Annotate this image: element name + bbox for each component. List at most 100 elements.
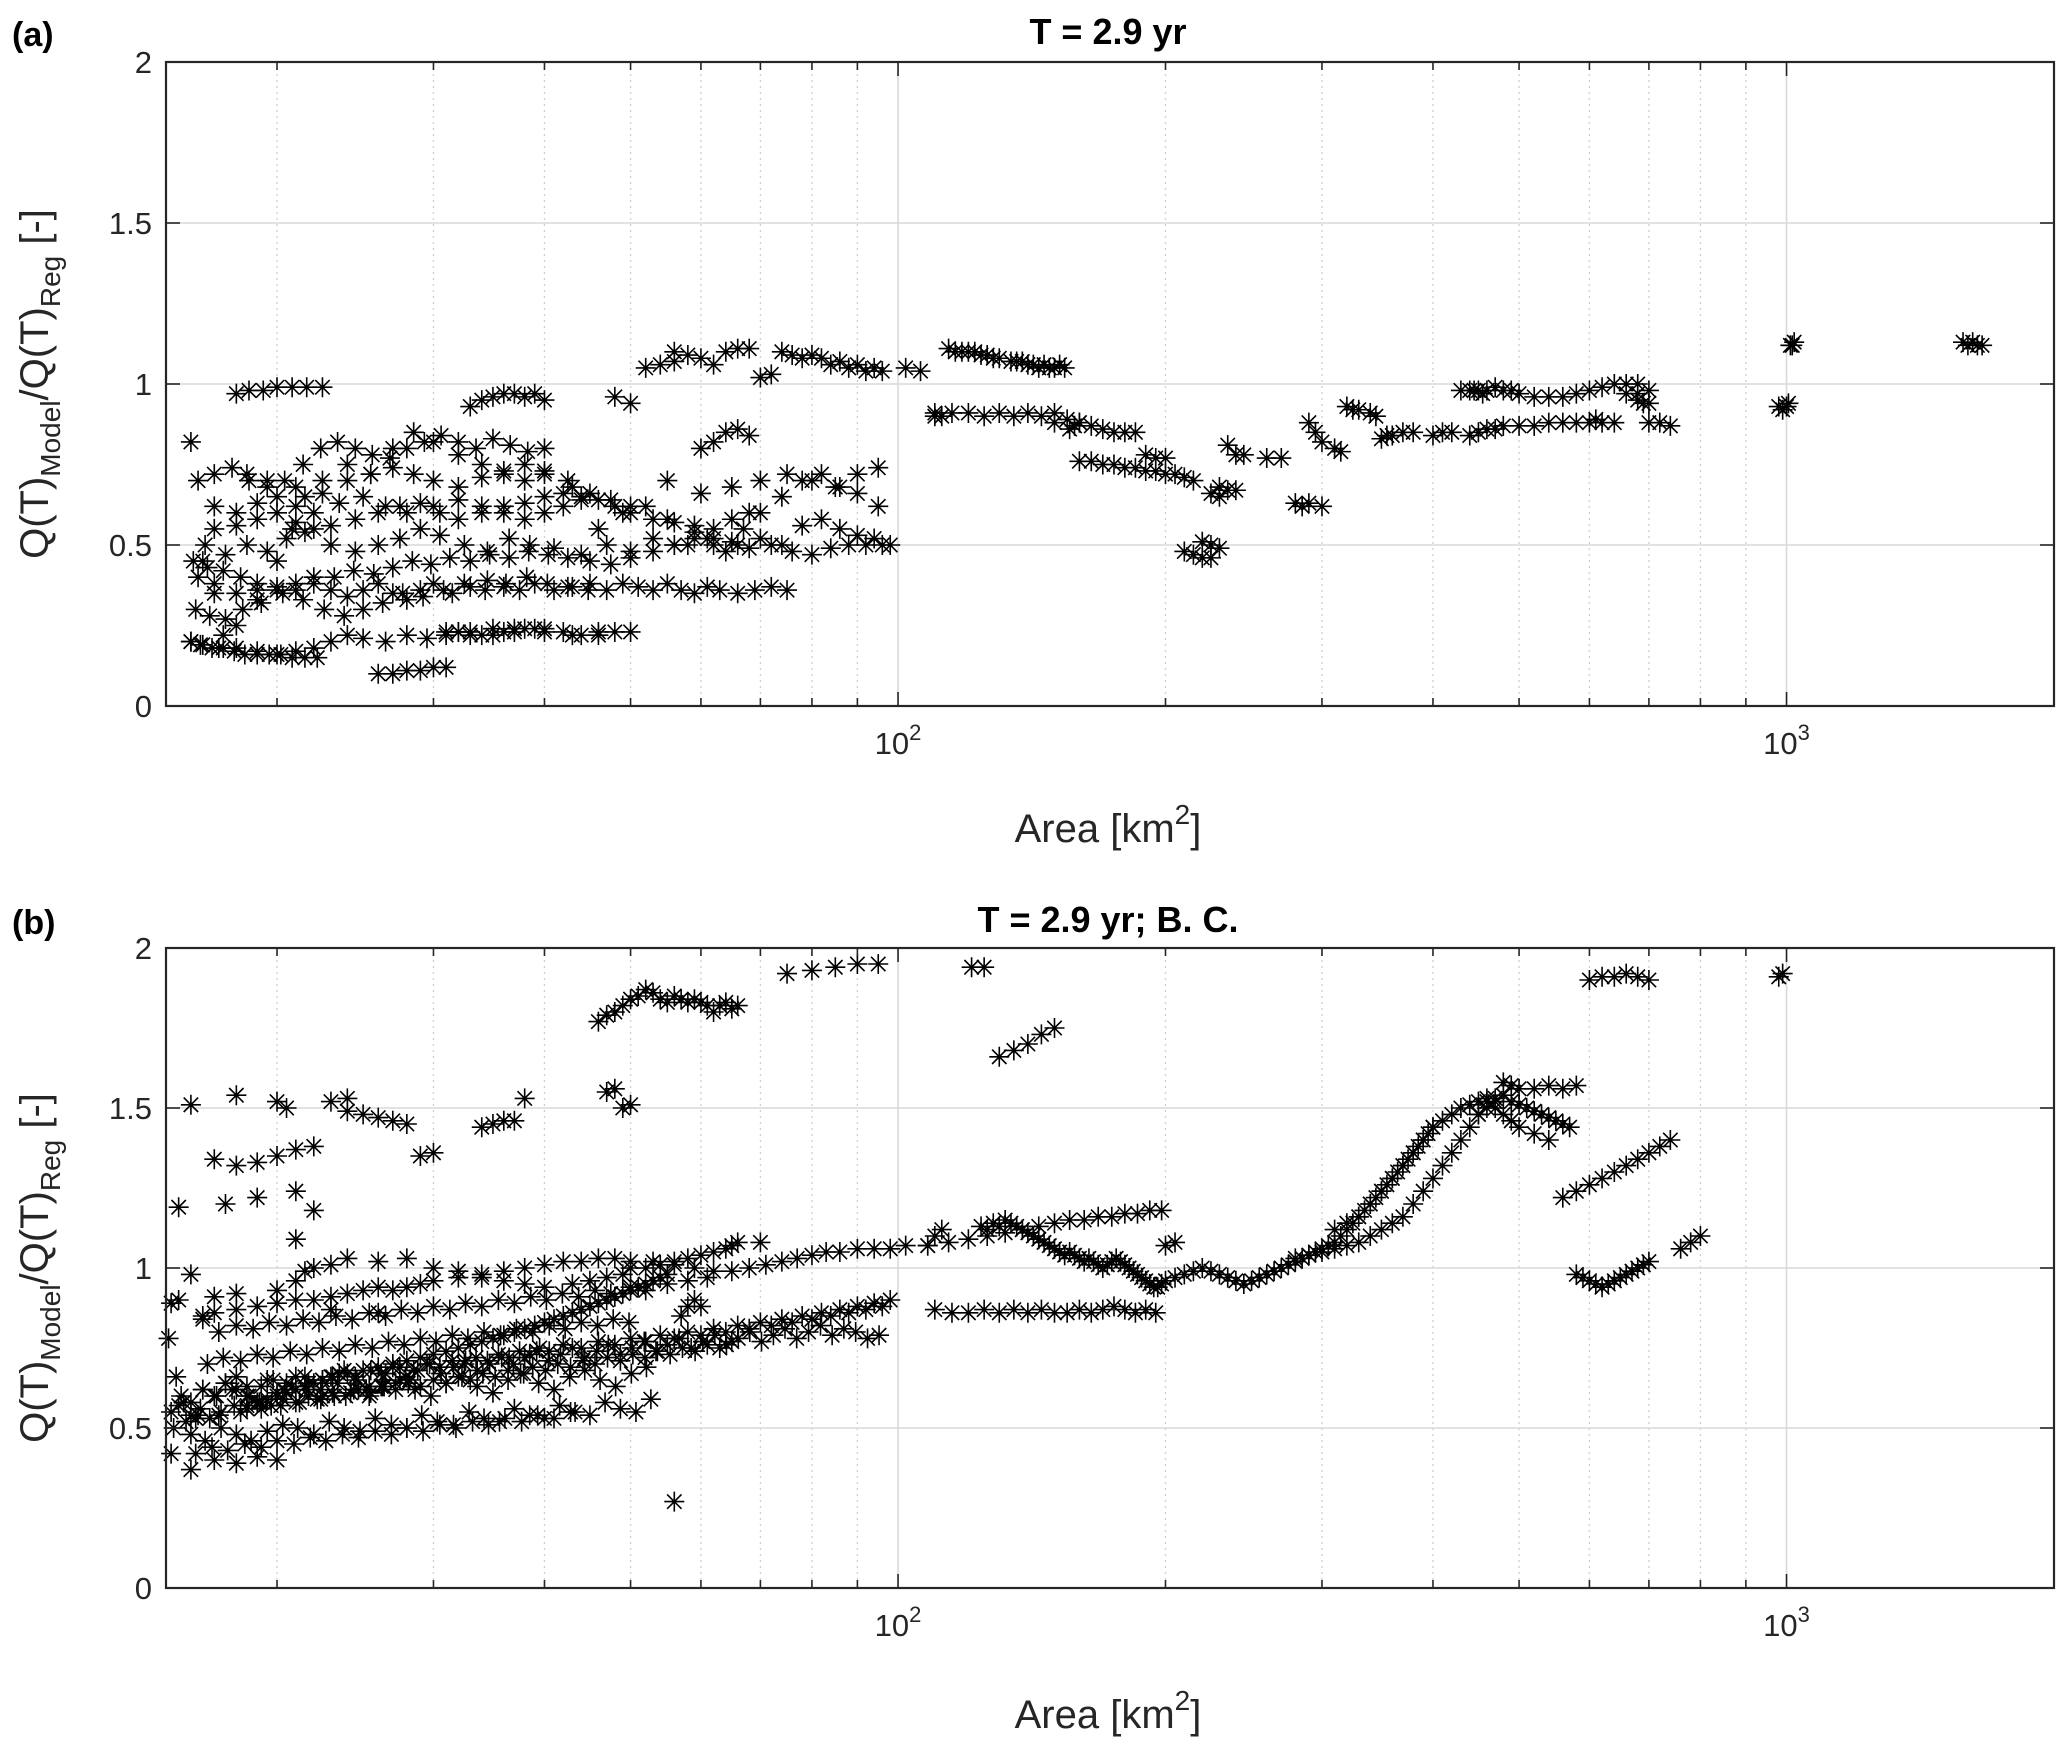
data-point bbox=[482, 1382, 503, 1403]
data-point bbox=[750, 470, 771, 491]
data-point bbox=[206, 1386, 227, 1406]
data-point bbox=[1155, 448, 1176, 469]
data-point bbox=[348, 1427, 369, 1448]
data-point bbox=[329, 493, 350, 514]
data-point bbox=[727, 995, 748, 1016]
data-point bbox=[247, 573, 268, 594]
data-point bbox=[285, 496, 306, 517]
data-point bbox=[559, 1366, 580, 1387]
data-point bbox=[188, 470, 209, 491]
data-point bbox=[535, 1360, 556, 1381]
data-point bbox=[1012, 1219, 1033, 1240]
data-point bbox=[371, 1376, 392, 1397]
data-point bbox=[1097, 1254, 1118, 1275]
data-point bbox=[1422, 1168, 1443, 1189]
data-point bbox=[504, 1110, 525, 1131]
grid-a bbox=[166, 62, 2054, 706]
data-point bbox=[1566, 1181, 1587, 1202]
data-point bbox=[442, 1325, 463, 1346]
panel-label-b: (b) bbox=[12, 904, 55, 942]
data-point bbox=[635, 979, 656, 1000]
data-point bbox=[579, 483, 600, 504]
data-point bbox=[471, 625, 492, 646]
data-point bbox=[257, 1370, 278, 1390]
data-point bbox=[520, 1286, 541, 1307]
data-point bbox=[294, 1376, 315, 1397]
data-point bbox=[820, 354, 841, 375]
data-point bbox=[571, 544, 592, 565]
data-point bbox=[423, 1142, 444, 1163]
data-point bbox=[315, 1430, 336, 1451]
data-point bbox=[1403, 1142, 1424, 1163]
data-point bbox=[1524, 415, 1545, 436]
data-point bbox=[660, 1344, 681, 1365]
data-point bbox=[1200, 1261, 1221, 1282]
data-point bbox=[257, 541, 278, 562]
data-point bbox=[1432, 1155, 1453, 1176]
data-point bbox=[553, 621, 574, 642]
data-point bbox=[320, 1299, 341, 1320]
data-point bbox=[368, 663, 389, 684]
data-point bbox=[337, 1363, 358, 1384]
data-point bbox=[692, 1331, 713, 1352]
data-point bbox=[657, 573, 678, 594]
data-point bbox=[1592, 966, 1613, 987]
data-point bbox=[727, 338, 748, 359]
data-point bbox=[345, 438, 366, 459]
data-point bbox=[455, 1350, 476, 1371]
data-point bbox=[1081, 415, 1102, 436]
data-point bbox=[493, 1325, 514, 1346]
data-point bbox=[460, 1334, 481, 1355]
data-point bbox=[259, 1312, 280, 1333]
data-point bbox=[1493, 1104, 1514, 1125]
data-point bbox=[1566, 1264, 1587, 1285]
data-point bbox=[514, 1318, 535, 1339]
data-point bbox=[529, 1338, 550, 1358]
data-point bbox=[664, 512, 685, 533]
data-point bbox=[474, 1322, 495, 1342]
data-point bbox=[168, 1290, 189, 1310]
data-point bbox=[650, 1325, 671, 1346]
data-point bbox=[345, 509, 366, 530]
data-point bbox=[671, 1306, 692, 1326]
data-point bbox=[320, 515, 341, 536]
data-point bbox=[635, 1258, 656, 1278]
data-point bbox=[1324, 438, 1345, 459]
data-point bbox=[1311, 496, 1332, 517]
data-point bbox=[751, 1331, 772, 1352]
data-point bbox=[792, 1306, 813, 1326]
data-point bbox=[1398, 1149, 1419, 1170]
data-point bbox=[1552, 386, 1573, 407]
data-point bbox=[161, 1443, 182, 1464]
data-point bbox=[1017, 402, 1038, 423]
data-point bbox=[857, 1328, 878, 1349]
data-point bbox=[1348, 399, 1369, 420]
data-point bbox=[423, 1370, 444, 1390]
data-point bbox=[522, 1357, 543, 1378]
data-point bbox=[792, 515, 813, 536]
data-point bbox=[477, 1350, 498, 1371]
data-point bbox=[1200, 535, 1221, 555]
data-point bbox=[410, 580, 431, 601]
data-point bbox=[324, 567, 345, 588]
data-point bbox=[226, 1453, 247, 1474]
data-point bbox=[280, 1341, 301, 1362]
data-point bbox=[343, 560, 364, 581]
data-point bbox=[475, 580, 496, 601]
data-point bbox=[534, 1277, 555, 1298]
data-point bbox=[485, 1366, 506, 1387]
data-point bbox=[612, 1098, 633, 1118]
data-point bbox=[868, 954, 889, 974]
data-point bbox=[365, 1408, 386, 1429]
data-point bbox=[1627, 390, 1648, 411]
data-point bbox=[977, 345, 998, 366]
y-tick-label: 1 bbox=[135, 367, 152, 402]
data-point bbox=[192, 1379, 213, 1400]
data-point bbox=[880, 1290, 901, 1310]
data-point bbox=[786, 1328, 807, 1349]
data-point bbox=[394, 1334, 415, 1355]
data-point bbox=[596, 1290, 617, 1310]
data-point bbox=[236, 1376, 257, 1397]
data-point bbox=[571, 489, 592, 510]
